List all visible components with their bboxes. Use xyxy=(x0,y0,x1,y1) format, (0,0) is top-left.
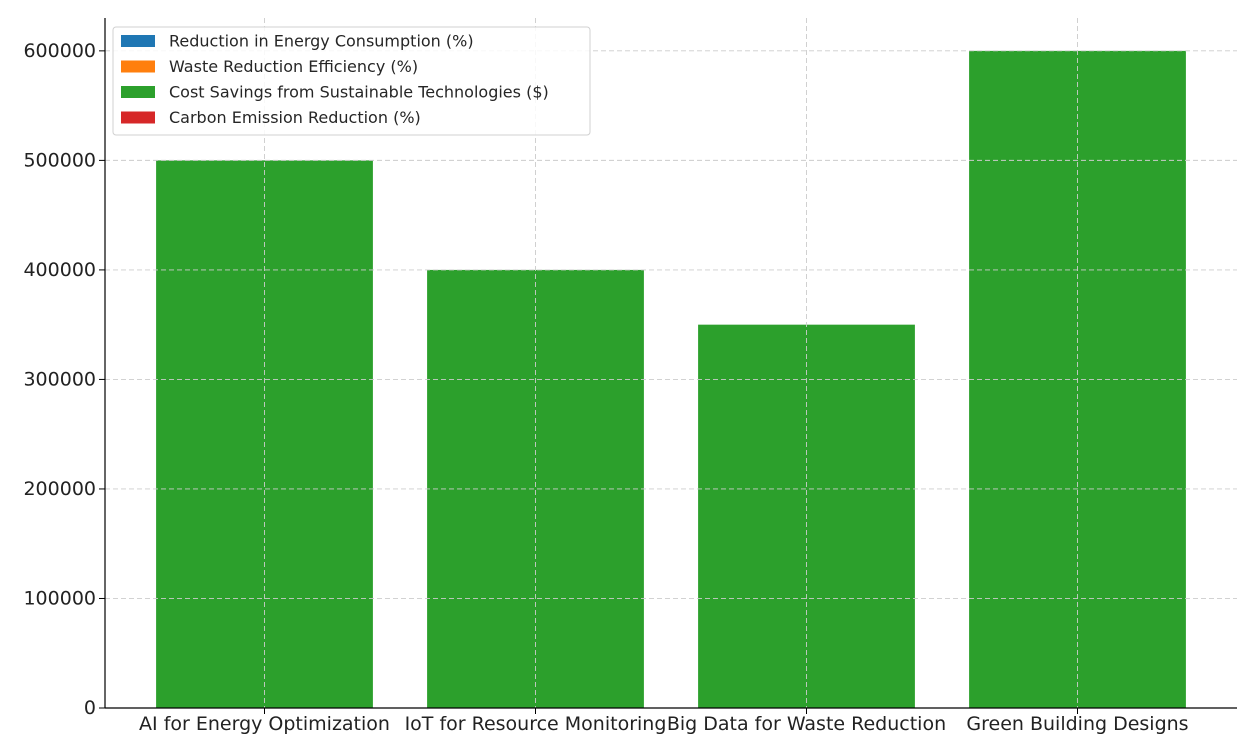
legend-label: Waste Reduction Efficiency (%) xyxy=(169,57,418,76)
axes xyxy=(104,18,1237,709)
legend-box xyxy=(112,26,591,136)
bars xyxy=(156,50,1186,709)
legend-swatch xyxy=(121,60,155,73)
y-tick-label: 300000 xyxy=(23,368,96,390)
legend-label: Carbon Emission Reduction (%) xyxy=(169,108,421,127)
x-tick-label: Green Building Designs xyxy=(966,713,1188,735)
x-tick-label: IoT for Resource Monitoring xyxy=(405,713,667,735)
y-tick-label: 100000 xyxy=(23,587,96,609)
legend-swatch xyxy=(121,111,155,124)
legend: Reduction in Energy Consumption (%) Waste… xyxy=(112,26,591,136)
legend-swatch xyxy=(121,35,155,47)
y-tick-label: 400000 xyxy=(23,259,96,281)
y-tick-label: 600000 xyxy=(23,40,96,62)
y-ticks: 0 100000 200000 300000 400000 500000 600000 xyxy=(23,40,105,719)
y-tick-label: 200000 xyxy=(23,478,96,500)
x-tick-label: Big Data for Waste Reduction xyxy=(667,713,946,735)
legend-label: Reduction in Energy Consumption (%) xyxy=(169,32,474,51)
y-tick-label: 0 xyxy=(84,697,96,719)
y-tick-label: 500000 xyxy=(23,149,96,171)
x-ticks: AI for Energy Optimization IoT for Resour… xyxy=(139,708,1189,735)
legend-label: Cost Savings from Sustainable Technologi… xyxy=(169,83,549,102)
legend-swatch xyxy=(121,86,155,98)
x-tick-label: AI for Energy Optimization xyxy=(139,713,390,735)
